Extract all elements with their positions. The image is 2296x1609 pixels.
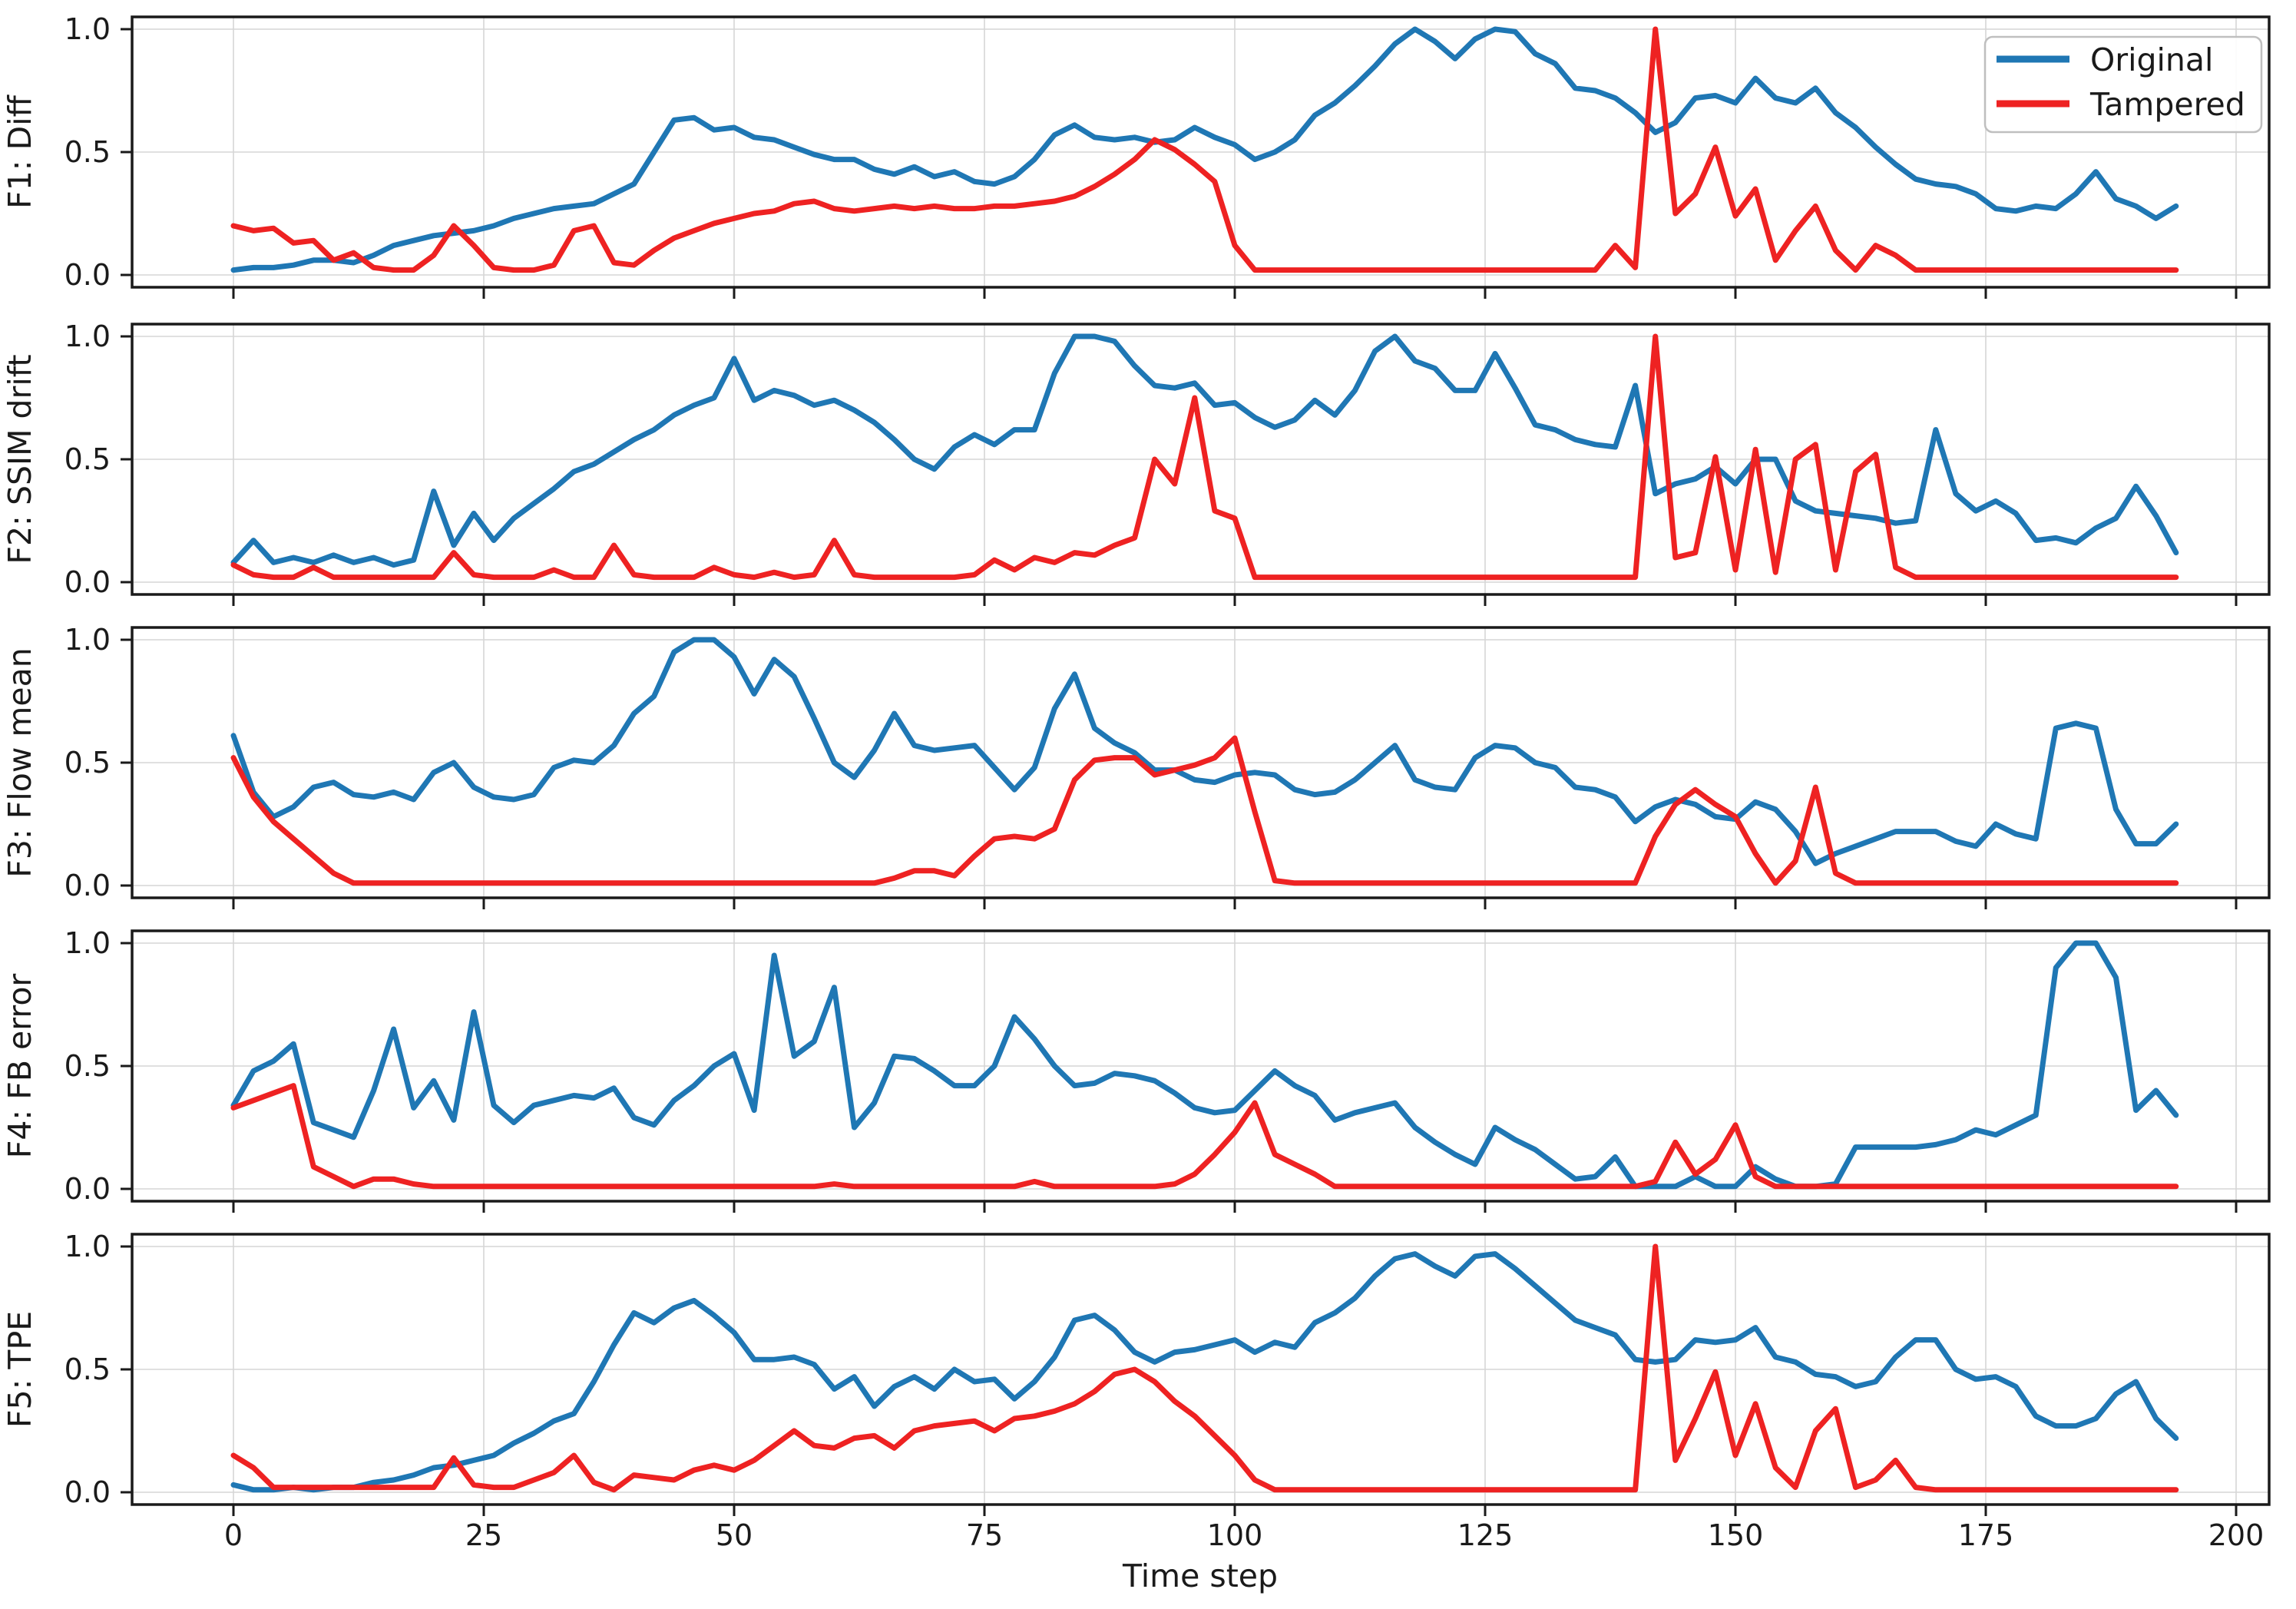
y-tick-label: 0.5: [65, 1049, 111, 1083]
x-tick-label: 25: [465, 1518, 502, 1552]
tampered-line: [230, 1083, 2179, 1190]
y-axis-title-f5: F5: TPE: [2, 1311, 38, 1428]
x-tick-label: 125: [1457, 1518, 1514, 1552]
y-tick-label: 0.0: [65, 1172, 111, 1206]
x-tick-label: 150: [1708, 1518, 1764, 1552]
y-axis-titles: F1: Diff F2: SSIM drift F3: Flow mean F4…: [2, 94, 38, 1428]
x-tick-label: 200: [2208, 1518, 2265, 1552]
y-tick-label: 1.0: [65, 1230, 111, 1263]
x-tick-label: 100: [1207, 1518, 1263, 1552]
y-tick-label: 0.0: [65, 869, 111, 902]
original-line: [230, 940, 2179, 1190]
y-tick-label: 0.0: [65, 258, 111, 292]
tampered-line: [230, 735, 2179, 886]
y-tick-label: 0.5: [65, 1352, 111, 1386]
y-tick-label: 1.0: [65, 623, 111, 657]
legend-label-original: Original: [2090, 41, 2213, 78]
subplot-4: 0.0 0.5 1.0: [65, 926, 2271, 1213]
subplot-2: 0.0 0.5 1.0: [65, 319, 2271, 606]
y-axis-title-f2: F2: SSIM drift: [2, 354, 38, 564]
x-tick-label: 175: [1958, 1518, 2014, 1552]
y-tick-label: 1.0: [65, 12, 111, 46]
subplot-1: 0.0 0.5 1.0: [65, 12, 2271, 299]
subplots: 0.00.51.00.00.51.00.00.51.00.00.51.00.00…: [65, 12, 2271, 1552]
subplot-5: 0.0 0.5 1.0 0 25 50 75 100 125 150 175 200: [65, 1230, 2271, 1552]
tampered-line: [230, 333, 2179, 581]
original-line: [230, 333, 2179, 568]
y-tick-label: 0.5: [65, 442, 111, 476]
tampered-line: [230, 1243, 2179, 1493]
legend: Original Tampered: [1983, 35, 2263, 134]
y-tick-label: 0.5: [65, 746, 111, 780]
y-tick-label: 1.0: [65, 926, 111, 960]
y-tick-label: 0.0: [65, 1475, 111, 1509]
y-axis-title-f4: F4: FB error: [2, 974, 38, 1159]
y-tick-label: 0.0: [65, 565, 111, 599]
y-axis-title-f1: F1: Diff: [2, 94, 38, 208]
tampered-line: [230, 26, 2179, 273]
x-tick-label: 75: [966, 1518, 1003, 1552]
original-line: [230, 1251, 2179, 1493]
y-tick-label: 1.0: [65, 319, 111, 353]
subplot-3: 0.0 0.5 1.0: [65, 623, 2271, 909]
legend-label-tampered: Tampered: [2089, 86, 2245, 123]
original-line: [230, 26, 2179, 273]
x-tick-label: 0: [224, 1518, 243, 1552]
x-tick-label: 50: [716, 1518, 753, 1552]
y-tick-label: 0.5: [65, 135, 111, 169]
original-line: [230, 637, 2179, 866]
y-axis-title-f3: F3: Flow mean: [2, 647, 38, 877]
x-axis-title: Time step: [1122, 1558, 1278, 1594]
